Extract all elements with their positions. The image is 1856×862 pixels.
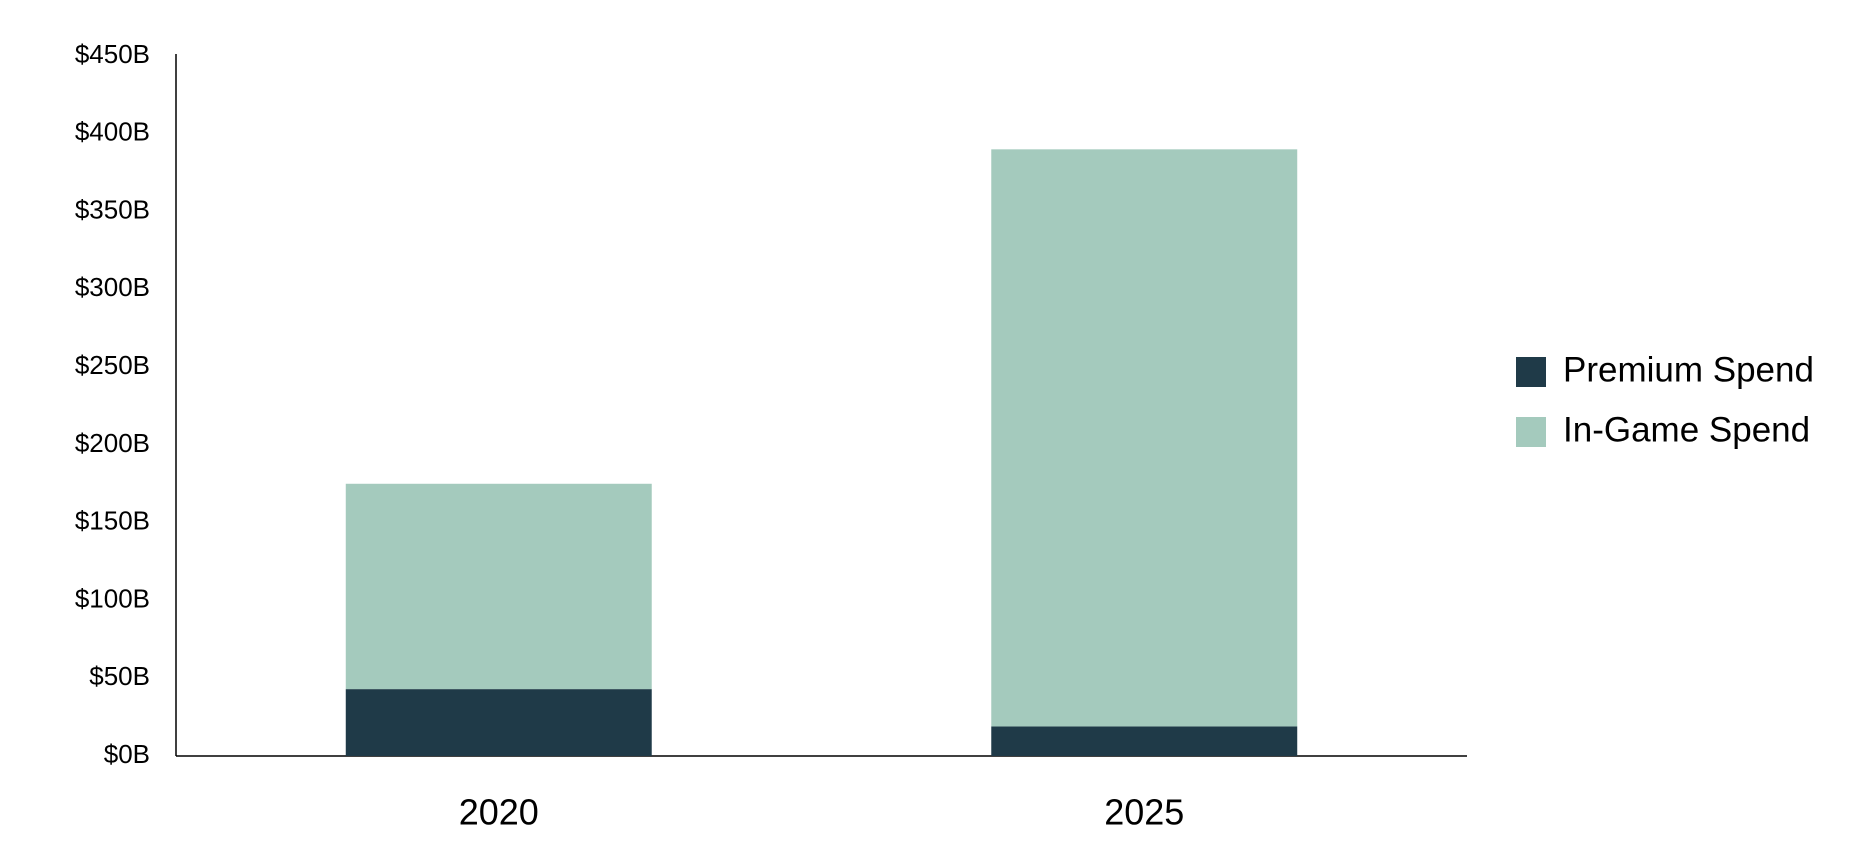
y-tick-label: $450B <box>75 39 150 69</box>
y-tick-label: $250B <box>75 350 150 380</box>
bar-segment <box>991 149 1298 727</box>
legend-label: In-Game Spend <box>1563 410 1810 449</box>
bar-segment <box>345 483 652 690</box>
y-tick-label: $300B <box>75 272 150 302</box>
y-tick-label: $350B <box>75 194 150 224</box>
x-tick-label: 2025 <box>1104 792 1184 833</box>
y-tick-label: $200B <box>75 428 150 458</box>
bar-segment <box>991 726 1298 756</box>
y-tick-label: $400B <box>75 117 150 147</box>
legend-label: Premium Spend <box>1563 350 1814 389</box>
y-tick-label: $150B <box>75 506 150 536</box>
y-tick-label: $100B <box>75 583 150 613</box>
y-tick-label: $50B <box>89 661 150 691</box>
legend-swatch <box>1516 357 1546 387</box>
bar-segment <box>345 689 652 756</box>
y-tick-label: $0B <box>104 739 150 769</box>
x-tick-label: 2020 <box>459 792 539 833</box>
legend-swatch <box>1516 417 1546 447</box>
